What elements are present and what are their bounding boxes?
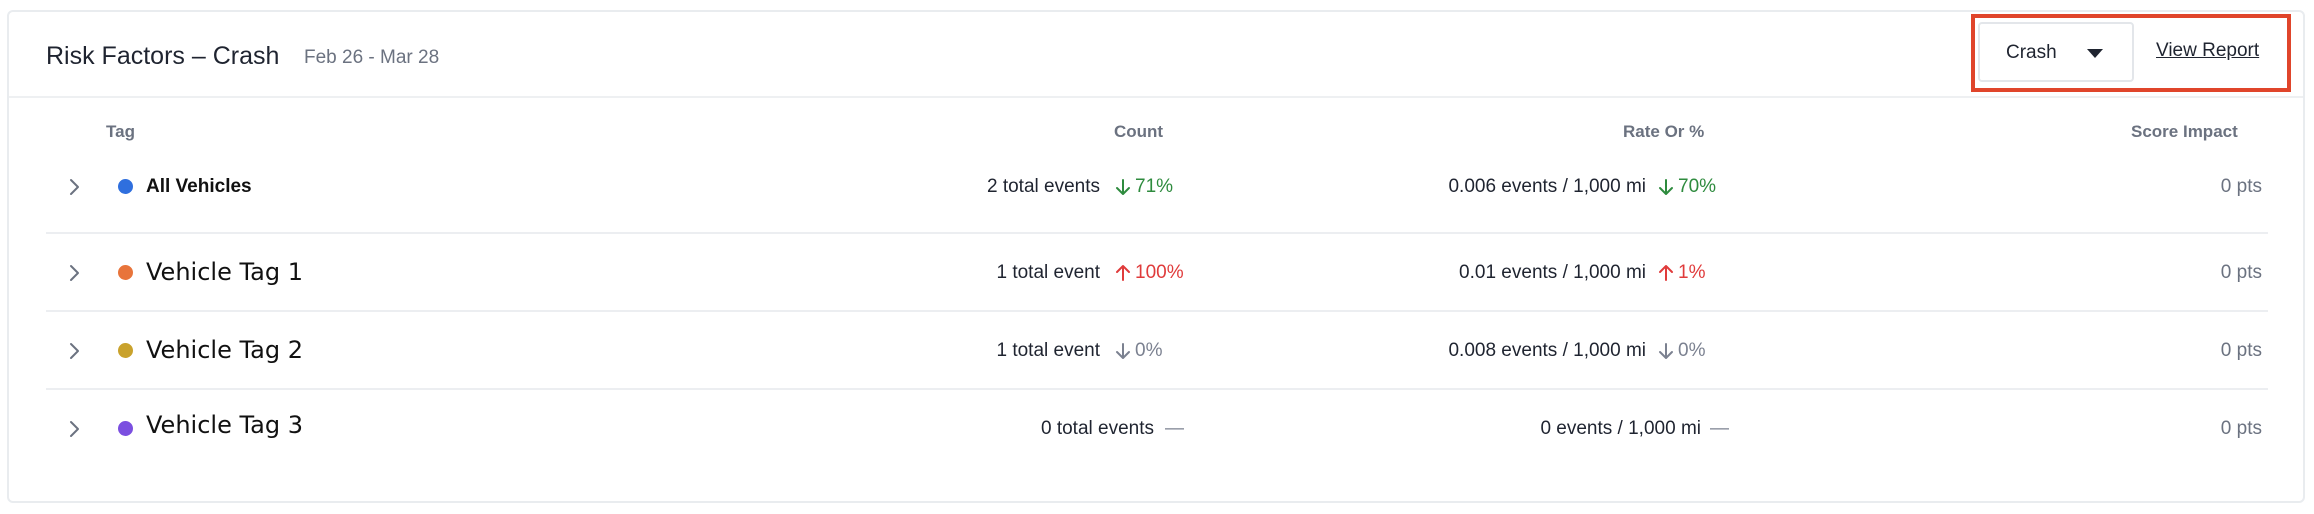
count-change-value: 0% [1135, 340, 1163, 361]
tag-name: Vehicle Tag 2 [146, 336, 303, 364]
card-header: Risk Factors – Crash Feb 26 - Mar 28 Cra… [9, 12, 2303, 98]
rate-value: 0.01 events / 1,000 mi [1459, 262, 1646, 283]
score-impact-value: 0 pts [2220, 340, 2262, 361]
date-range: Feb 26 - Mar 28 [304, 47, 440, 68]
count-change-value: 71% [1135, 176, 1174, 197]
arrow-down-icon [1658, 178, 1678, 196]
dropdown-value: Crash [2006, 42, 2057, 63]
arrow-down-icon [1658, 342, 1678, 360]
column-header-rate: Rate Or % [1623, 122, 1705, 141]
tag-color-dot [118, 179, 133, 194]
arrow-up-icon [1115, 264, 1135, 282]
risk-type-dropdown[interactable]: Crash [1978, 22, 2134, 82]
count-change-value: — [1165, 418, 1184, 439]
rate-value: 0.006 events / 1,000 mi [1448, 176, 1646, 197]
tag-color-dot [118, 421, 133, 436]
column-header-score-impact: Score Impact [2131, 122, 2238, 141]
rate-change-value: 0% [1678, 340, 1706, 361]
tag-name: All Vehicles [146, 176, 252, 197]
arrow-down-icon [1115, 342, 1135, 360]
count-value: 2 total events [986, 176, 1100, 197]
rate-change-value: 1% [1678, 262, 1706, 283]
view-report-link[interactable]: View Report [2156, 40, 2260, 61]
rate-change: 70% [1658, 176, 1716, 198]
arrow-up-icon [1658, 264, 1678, 282]
table-row: All Vehicles 2 total events 71% 0.006 event… [46, 156, 2268, 234]
highlight-box [1971, 14, 2291, 92]
rate-change-value: 70% [1678, 176, 1717, 197]
rate-change-value: — [1710, 418, 1729, 439]
tag-name: Vehicle Tag 1 [146, 258, 303, 286]
arrow-down-icon [1115, 178, 1135, 196]
count-change: — [1165, 418, 1184, 440]
rate-value: 0 events / 1,000 mi [1540, 418, 1701, 439]
score-impact-value: 0 pts [2220, 176, 2262, 197]
count-value: 1 total event [996, 262, 1100, 283]
table-row: Vehicle Tag 2 1 total event 0% 0.008 events… [46, 312, 2268, 390]
column-header-tag: Tag [106, 122, 135, 141]
rate-change: — [1710, 418, 1729, 440]
rate-change: 1% [1658, 262, 1705, 284]
caret-down-icon [2087, 49, 2103, 58]
table-row: Vehicle Tag 1 1 total event 100% 0.01 event… [46, 234, 2268, 312]
score-impact-value: 0 pts [2220, 262, 2262, 283]
risk-factors-card: Risk Factors – Crash Feb 26 - Mar 28 Cra… [7, 10, 2305, 503]
table-row: Vehicle Tag 3 0 total events — 0 events / 1… [46, 390, 2268, 468]
chevron-right-icon[interactable] [66, 341, 82, 361]
score-impact-value: 0 pts [2220, 418, 2262, 439]
count-change: 100% [1115, 262, 1184, 284]
count-change: 0% [1115, 340, 1162, 362]
tag-color-dot [118, 265, 133, 280]
rate-value: 0.008 events / 1,000 mi [1448, 340, 1646, 361]
column-header-count: Count [1114, 122, 1164, 141]
chevron-right-icon[interactable] [66, 419, 82, 439]
page-title: Risk Factors – Crash [46, 42, 280, 70]
chevron-right-icon[interactable] [66, 263, 82, 283]
rate-change: 0% [1658, 340, 1705, 362]
chevron-right-icon[interactable] [66, 177, 82, 197]
tag-name: Vehicle Tag 3 [146, 411, 303, 439]
count-change: 71% [1115, 176, 1173, 198]
count-value: 1 total event [996, 340, 1100, 361]
tag-color-dot [118, 343, 133, 358]
count-value: 0 total events [1040, 418, 1154, 439]
count-change-value: 100% [1135, 262, 1184, 283]
